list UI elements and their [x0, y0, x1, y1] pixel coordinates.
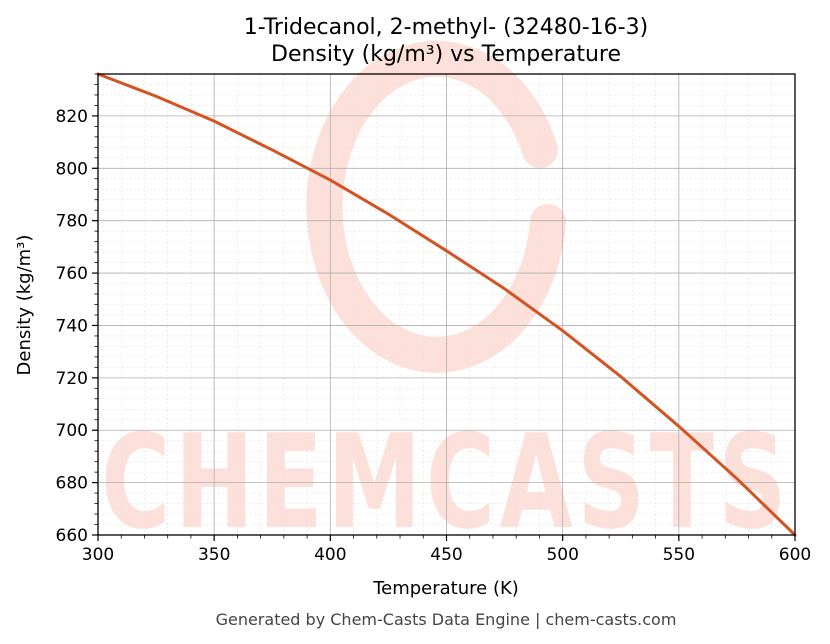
y-tick-label: 820 — [56, 107, 88, 127]
major-grid — [97, 74, 796, 536]
y-tick-label: 760 — [56, 264, 88, 284]
minor-ticks — [94, 73, 796, 539]
y-tick-label: 780 — [56, 212, 88, 232]
x-tick-label: 450 — [430, 545, 462, 565]
chart-title-line2: Density (kg/m³) vs Temperature — [271, 42, 621, 67]
y-tick-label: 680 — [56, 474, 88, 494]
y-axis: 660 680 700 720 740 760 780 800 820 — [56, 107, 98, 546]
x-tick-label: 350 — [198, 545, 230, 565]
y-tick-label: 720 — [56, 369, 88, 389]
chart-title-line1: 1-Tridecanol, 2-methyl- (32480-16-3) — [244, 15, 648, 40]
x-tick-label: 400 — [314, 545, 346, 565]
x-tick-label: 600 — [779, 545, 811, 565]
x-tick-label: 300 — [82, 545, 114, 565]
x-axis: 300 350 400 450 500 550 600 — [82, 535, 811, 565]
x-tick-label: 550 — [663, 545, 695, 565]
density-series-line — [96, 72, 797, 537]
y-tick-label: 740 — [56, 316, 88, 336]
footer-credit: Generated by Chem-Casts Data Engine | ch… — [216, 610, 677, 629]
x-tick-label: 500 — [546, 545, 578, 565]
watermark: CHEMCASTS — [101, 40, 791, 558]
x-axis-label: Temperature (K) — [372, 578, 519, 599]
watermark-logo-icon — [306, 40, 566, 373]
y-tick-label: 800 — [56, 159, 88, 179]
y-tick-label: 660 — [56, 526, 88, 546]
watermark-text: CHEMCASTS — [101, 406, 791, 558]
y-axis-label: Density (kg/m³) — [14, 235, 35, 376]
y-tick-label: 700 — [56, 421, 88, 441]
